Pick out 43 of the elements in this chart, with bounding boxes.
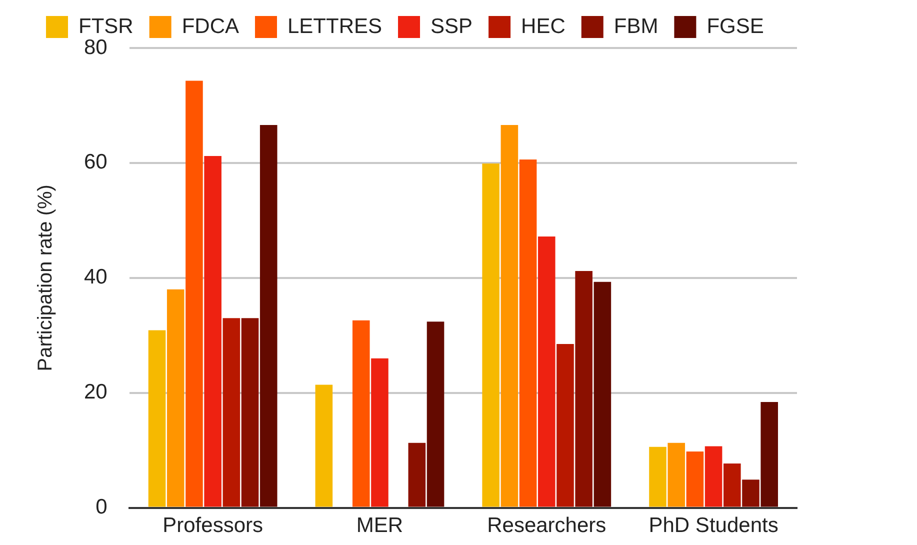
legend-label: FTSR bbox=[78, 14, 134, 38]
bar bbox=[204, 156, 222, 507]
bar bbox=[668, 442, 685, 507]
bar bbox=[538, 236, 556, 507]
legend-label: FBM bbox=[614, 14, 658, 38]
legend-label: FDCA bbox=[182, 14, 239, 38]
bar bbox=[482, 164, 500, 507]
bar bbox=[649, 446, 666, 507]
x-tick-label: PhD Students bbox=[648, 514, 778, 538]
legend-label: SSP bbox=[430, 14, 473, 38]
bar bbox=[371, 358, 388, 507]
x-tick-label: Professors bbox=[162, 514, 263, 538]
bar bbox=[241, 318, 259, 507]
bar bbox=[352, 320, 370, 507]
bar bbox=[704, 446, 722, 507]
bar bbox=[556, 344, 574, 507]
y-tick-label: 20 bbox=[84, 380, 108, 404]
legend-label: FGSE bbox=[706, 14, 764, 38]
bar bbox=[148, 330, 166, 507]
y-tick-label: 0 bbox=[96, 496, 108, 519]
x-tick-label: MER bbox=[356, 514, 404, 538]
legend-label: LETTRES bbox=[287, 14, 382, 38]
y-tick-label: 60 bbox=[84, 150, 108, 174]
bar bbox=[519, 160, 537, 507]
x-tick-label: Researchers bbox=[487, 514, 606, 538]
bar bbox=[260, 125, 278, 507]
bar bbox=[686, 451, 704, 507]
bar bbox=[166, 289, 184, 507]
bar bbox=[760, 402, 778, 507]
bar bbox=[408, 442, 426, 507]
bar bbox=[500, 125, 518, 507]
bar bbox=[426, 322, 444, 507]
y-axis-title: Participation rate (%) bbox=[34, 184, 57, 372]
bar bbox=[594, 282, 612, 507]
y-tick-label: 80 bbox=[84, 36, 108, 59]
legend-label: HEC bbox=[521, 14, 566, 38]
y-tick-label: 40 bbox=[84, 266, 108, 289]
bar bbox=[742, 480, 760, 507]
bar bbox=[315, 384, 333, 507]
bar bbox=[723, 464, 741, 507]
bar bbox=[575, 271, 592, 507]
bar bbox=[222, 318, 240, 507]
bar bbox=[186, 80, 203, 507]
